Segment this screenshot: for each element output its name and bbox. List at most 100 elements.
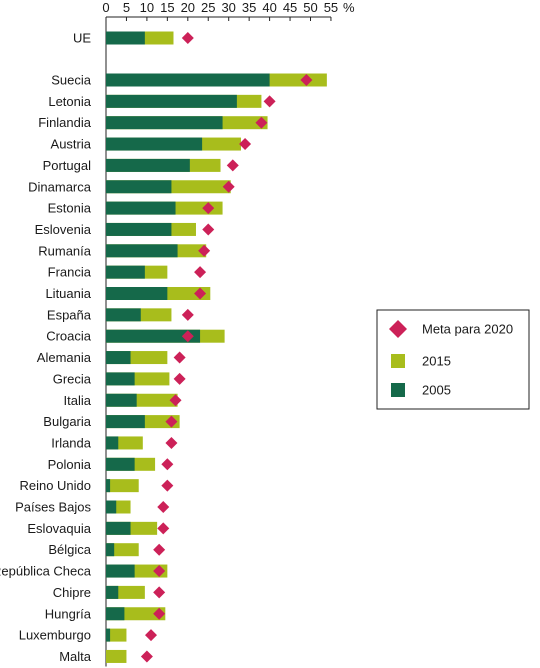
bar-2005 (106, 329, 201, 343)
legend-diamond-icon (389, 320, 407, 338)
target-diamond (169, 394, 182, 407)
category-label: Estonia (48, 201, 92, 216)
bar-2005 (106, 628, 111, 642)
target-diamond (202, 202, 215, 215)
target-diamond (181, 330, 194, 343)
bar-2005 (106, 265, 145, 279)
target-diamond (165, 436, 178, 449)
bar-2005 (106, 521, 131, 535)
x-tick-label: 50 (303, 0, 317, 15)
category-label: Bulgaria (43, 414, 91, 429)
target-diamond (161, 479, 174, 492)
category-label: Austria (51, 137, 92, 152)
category-label: Grecia (53, 371, 92, 386)
x-tick-label: 15 (160, 0, 174, 15)
bar-2005 (106, 180, 172, 194)
bar-2005 (106, 287, 168, 300)
category-label: Reino Unido (19, 478, 91, 493)
target-diamond (202, 223, 215, 236)
target-diamond (194, 266, 207, 279)
bar-2005 (106, 244, 178, 258)
category-label: Chipre (53, 585, 91, 600)
legend-swatch-icon (391, 383, 405, 397)
target-diamond (157, 501, 170, 513)
category-label: Lituania (45, 286, 91, 301)
target-diamond (153, 607, 166, 620)
legend-label: Meta para 2020 (422, 322, 513, 337)
x-tick-label: 35 (242, 0, 256, 15)
target-diamond (222, 180, 235, 193)
bar-2015 (106, 649, 127, 663)
bar-2005 (106, 479, 111, 493)
bar-2005 (106, 585, 119, 599)
category-label: Países Bajos (15, 500, 91, 515)
bar-2005 (106, 415, 145, 429)
category-label: Hungría (45, 606, 92, 621)
bar-2005 (106, 564, 135, 578)
x-tick-label: 20 (181, 0, 195, 15)
bar-2005 (106, 372, 135, 386)
bar-2005 (106, 222, 172, 236)
bar-2005 (106, 31, 145, 45)
target-diamond (181, 32, 194, 44)
target-diamond (153, 565, 166, 578)
bar-2005 (106, 137, 203, 151)
x-tick-label: 40 (262, 0, 276, 15)
legend-label: 2015 (422, 354, 451, 369)
category-label: Suecia (51, 73, 92, 88)
x-tick-label: 25 (201, 0, 215, 15)
bar-2005 (106, 543, 115, 557)
category-label: Eslovaquia (27, 521, 91, 536)
legend: Meta para 2020 2015 2005 (376, 309, 530, 410)
bar-2005 (106, 73, 270, 87)
category-label: España (47, 307, 92, 322)
target-diamond (300, 74, 313, 86)
bar-2005 (106, 500, 117, 514)
target-diamond (153, 586, 166, 599)
x-axis-unit-label: % (343, 0, 355, 15)
category-label: Croacia (46, 329, 92, 344)
bar-2005 (106, 607, 125, 621)
legend-label: 2005 (422, 383, 451, 398)
category-label: Francia (48, 265, 92, 280)
target-diamond (157, 522, 170, 535)
x-tick-label: 10 (140, 0, 154, 15)
x-tick-label: 55 (324, 0, 338, 15)
category-label: Malta (59, 649, 92, 664)
category-label: Eslovenia (35, 222, 92, 237)
target-diamond (181, 308, 194, 321)
bar-2005 (106, 308, 141, 322)
x-tick-label: 30 (221, 0, 235, 15)
target-diamond (226, 159, 239, 172)
bar-2015 (106, 479, 139, 493)
target-markers (140, 32, 313, 663)
x-tick-label: 45 (283, 0, 297, 15)
target-diamond (263, 95, 276, 108)
bar-2005 (106, 351, 131, 365)
x-tick-label: 5 (123, 0, 130, 15)
category-label: Italia (64, 393, 92, 408)
bar-2005 (106, 436, 119, 450)
target-diamond (144, 629, 157, 642)
category-label: Dinamarca (28, 179, 92, 194)
category-label: Luxemburgo (19, 628, 91, 643)
bar-2005 (106, 116, 223, 130)
target-diamond (161, 458, 174, 471)
target-diamond (194, 287, 207, 300)
bar-2005 (106, 393, 137, 407)
category-label: UE (73, 31, 91, 46)
category-label: Portugal (43, 158, 92, 173)
category-label: Finlandia (38, 115, 92, 130)
target-diamond (173, 351, 186, 364)
bars (106, 31, 327, 663)
target-diamond (239, 138, 252, 151)
category-label: Bélgica (48, 542, 91, 557)
target-diamond (140, 650, 153, 663)
target-diamond (153, 543, 166, 556)
bar-2005 (106, 94, 237, 108)
bar-2005 (106, 201, 176, 215)
bar-2015 (106, 628, 127, 642)
target-diamond (173, 372, 186, 385)
category-label: Polonia (48, 457, 92, 472)
